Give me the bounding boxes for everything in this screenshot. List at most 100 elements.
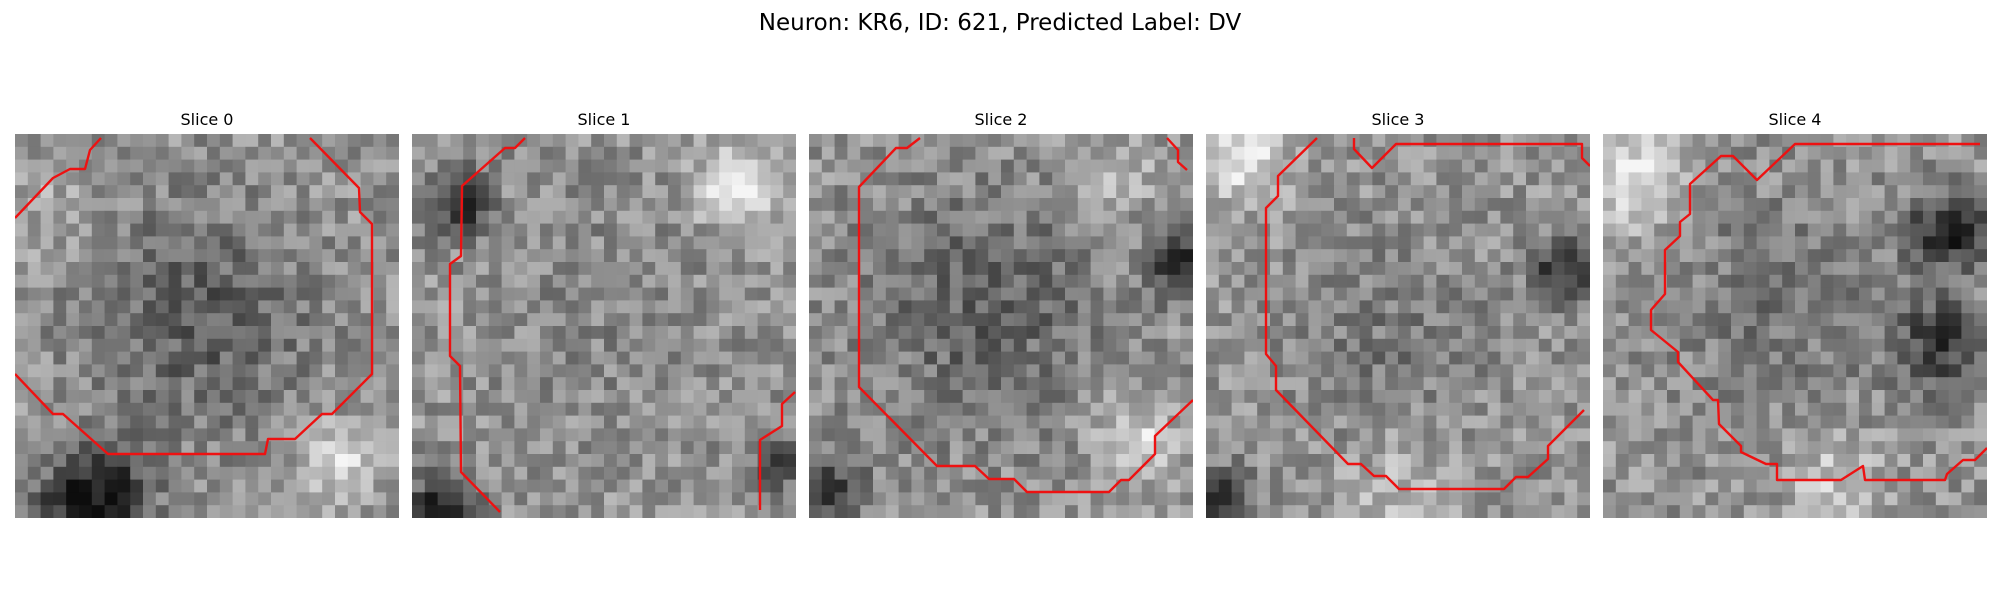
- image-pixel: [924, 287, 938, 301]
- image-pixel: [860, 198, 874, 212]
- image-pixel: [1398, 338, 1412, 352]
- image-pixel: [1039, 326, 1053, 340]
- image-pixel: [680, 287, 694, 301]
- image-pixel: [732, 172, 746, 186]
- image-pixel: [1871, 300, 1885, 314]
- image-pixel: [1756, 249, 1770, 263]
- image-pixel: [1154, 274, 1168, 288]
- image-pixel: [1052, 466, 1066, 480]
- image-pixel: [1346, 338, 1360, 352]
- slice-title-0: Slice 0: [180, 110, 234, 129]
- image-pixel: [1577, 364, 1590, 378]
- image-pixel: [757, 287, 771, 301]
- image-pixel: [1833, 249, 1847, 263]
- image-pixel: [424, 210, 438, 224]
- image-pixel: [335, 428, 349, 442]
- image-pixel: [1833, 134, 1847, 148]
- image-pixel: [1321, 390, 1335, 404]
- image-pixel: [1462, 134, 1476, 148]
- image-pixel: [1538, 326, 1552, 340]
- image-pixel: [744, 428, 758, 442]
- image-pixel: [1628, 198, 1642, 212]
- image-pixel: [488, 377, 502, 391]
- image-pixel: [501, 274, 515, 288]
- image-pixel: [1923, 454, 1937, 468]
- image-pixel: [757, 364, 771, 378]
- image-pixel: [1935, 377, 1949, 391]
- image-pixel: [1026, 466, 1040, 480]
- image-pixel: [1603, 415, 1617, 429]
- image-pixel: [1974, 300, 1987, 314]
- image-pixel: [1948, 210, 1962, 224]
- image-pixel: [181, 415, 195, 429]
- image-pixel: [1782, 185, 1796, 199]
- image-pixel: [1897, 492, 1911, 506]
- image-pixel: [693, 326, 707, 340]
- image-pixel: [1167, 390, 1181, 404]
- image-pixel: [117, 402, 131, 416]
- image-pixel: [1423, 313, 1437, 327]
- image-pixel: [386, 402, 399, 416]
- image-pixel: [181, 402, 195, 416]
- image-pixel: [552, 351, 566, 365]
- image-pixel: [1564, 287, 1578, 301]
- image-pixel: [1090, 326, 1104, 340]
- image-pixel: [655, 479, 669, 493]
- image-pixel: [1474, 364, 1488, 378]
- image-pixel: [219, 236, 233, 250]
- image-pixel: [937, 390, 951, 404]
- image-pixel: [1321, 441, 1335, 455]
- image-pixel: [1974, 313, 1987, 327]
- image-pixel: [232, 364, 246, 378]
- image-pixel: [821, 492, 835, 506]
- image-pixel: [834, 210, 848, 224]
- image-pixel: [271, 377, 285, 391]
- image-pixel: [1103, 236, 1117, 250]
- image-pixel: [1372, 236, 1386, 250]
- image-pixel: [1103, 249, 1117, 263]
- image-pixel: [1385, 492, 1399, 506]
- image-pixel: [1935, 146, 1949, 160]
- image-pixel: [1884, 402, 1898, 416]
- image-pixel: [79, 185, 93, 199]
- image-pixel: [1782, 300, 1796, 314]
- image-pixel: [117, 492, 131, 506]
- image-pixel: [1295, 262, 1309, 276]
- image-pixel: [1551, 326, 1565, 340]
- image-pixel: [501, 454, 515, 468]
- image-pixel: [1615, 262, 1629, 276]
- image-pixel: [1526, 338, 1540, 352]
- image-pixel: [1065, 402, 1079, 416]
- image-pixel: [1718, 134, 1732, 148]
- image-pixel: [1372, 351, 1386, 365]
- image-pixel: [1615, 466, 1629, 480]
- image-pixel: [873, 390, 887, 404]
- image-pixel: [1500, 185, 1514, 199]
- image-pixel: [565, 505, 579, 518]
- image-pixel: [1410, 402, 1424, 416]
- image-pixel: [680, 236, 694, 250]
- image-pixel: [1641, 146, 1655, 160]
- image-pixel: [1065, 441, 1079, 455]
- image-pixel: [1474, 249, 1488, 263]
- image-pixel: [1077, 223, 1091, 237]
- image-pixel: [360, 146, 374, 160]
- image-pixel: [962, 236, 976, 250]
- image-pixel: [79, 210, 93, 224]
- image-pixel: [1346, 159, 1360, 173]
- image-pixel: [642, 492, 656, 506]
- image-pixel: [1731, 326, 1745, 340]
- image-pixel: [1231, 492, 1245, 506]
- image-pixel: [1743, 159, 1757, 173]
- image-pixel: [1013, 492, 1027, 506]
- image-pixel: [155, 415, 169, 429]
- image-pixel: [1206, 492, 1220, 506]
- image-pixel: [335, 146, 349, 160]
- image-pixel: [1769, 262, 1783, 276]
- image-pixel: [1769, 377, 1783, 391]
- image-pixel: [232, 159, 246, 173]
- image-pixel: [1218, 313, 1232, 327]
- image-pixel: [732, 198, 746, 212]
- image-pixel: [1167, 466, 1181, 480]
- image-pixel: [1743, 377, 1757, 391]
